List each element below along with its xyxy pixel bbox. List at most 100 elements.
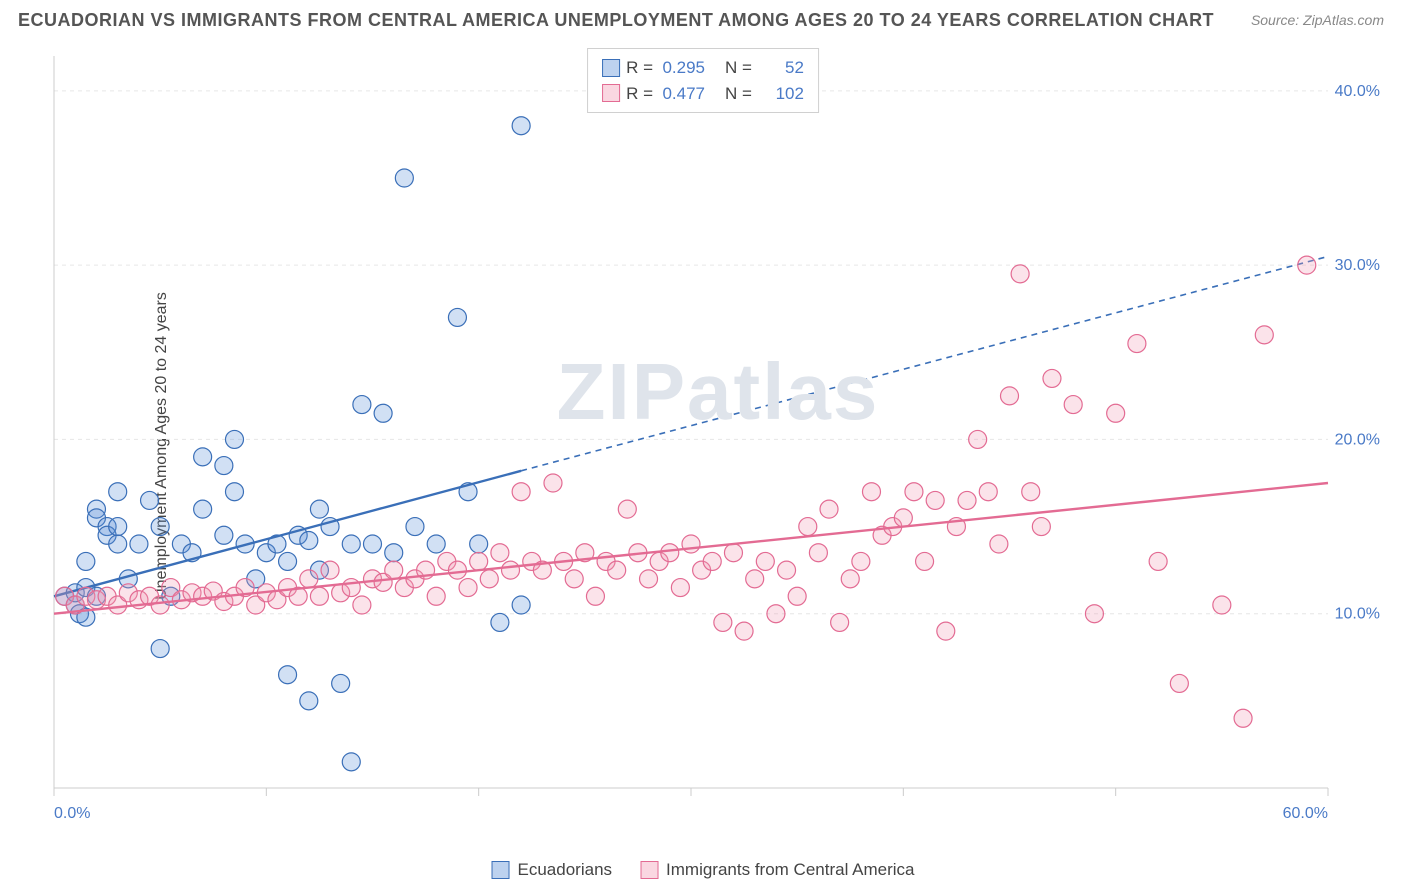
- data-point: [342, 535, 360, 553]
- data-point: [225, 430, 243, 448]
- legend-swatch: [640, 861, 658, 879]
- legend-r-value: 0.477: [659, 81, 705, 107]
- legend-r-label: R =: [626, 55, 653, 81]
- svg-text:10.0%: 10.0%: [1335, 606, 1380, 623]
- svg-text:40.0%: 40.0%: [1335, 83, 1380, 100]
- data-point: [852, 552, 870, 570]
- data-point: [905, 483, 923, 501]
- data-point: [427, 535, 445, 553]
- trend-line-extrapolated: [521, 256, 1328, 470]
- data-point: [735, 622, 753, 640]
- data-point: [470, 552, 488, 570]
- data-point: [831, 613, 849, 631]
- data-point: [300, 570, 318, 588]
- data-point: [342, 753, 360, 771]
- data-point: [586, 587, 604, 605]
- data-point: [130, 535, 148, 553]
- data-point: [746, 570, 764, 588]
- correlation-legend: R =0.295N =52R =0.477 N =102: [587, 48, 819, 113]
- legend-swatch: [602, 59, 620, 77]
- data-point: [300, 692, 318, 710]
- data-point: [724, 544, 742, 562]
- data-point: [1043, 369, 1061, 387]
- data-point: [1213, 596, 1231, 614]
- data-point: [969, 430, 987, 448]
- data-point: [353, 396, 371, 414]
- data-point: [958, 491, 976, 509]
- data-point: [1170, 674, 1188, 692]
- data-point: [459, 579, 477, 597]
- data-point: [1149, 552, 1167, 570]
- data-point: [990, 535, 1008, 553]
- legend-r-value: 0.295: [659, 55, 705, 81]
- data-point: [894, 509, 912, 527]
- data-point: [109, 535, 127, 553]
- svg-text:20.0%: 20.0%: [1335, 431, 1380, 448]
- legend-swatch: [602, 84, 620, 102]
- data-point: [937, 622, 955, 640]
- svg-text:30.0%: 30.0%: [1335, 257, 1380, 274]
- data-point: [544, 474, 562, 492]
- data-point: [1022, 483, 1040, 501]
- data-point: [310, 500, 328, 518]
- legend-n-label: N =: [725, 81, 752, 107]
- legend-n-value: 52: [758, 55, 804, 81]
- data-point: [618, 500, 636, 518]
- data-point: [109, 518, 127, 536]
- scatter-plot: 10.0%20.0%30.0%40.0%0.0%60.0% ZIPatlas: [48, 44, 1388, 834]
- data-point: [151, 640, 169, 658]
- legend-item: Ecuadorians: [492, 860, 613, 880]
- data-point: [427, 587, 445, 605]
- legend-n-value: 102: [758, 81, 804, 107]
- data-point: [194, 500, 212, 518]
- data-point: [215, 457, 233, 475]
- data-point: [788, 587, 806, 605]
- data-point: [767, 605, 785, 623]
- data-point: [512, 596, 530, 614]
- data-point: [470, 535, 488, 553]
- data-point: [448, 308, 466, 326]
- data-point: [640, 570, 658, 588]
- data-point: [1255, 326, 1273, 344]
- plot-svg: 10.0% 20.0% 30.0% 40.0% 0.0% 60.0%: [48, 44, 1388, 834]
- legend-row: R =0.477 N =102: [602, 81, 804, 107]
- data-point: [215, 526, 233, 544]
- data-point: [682, 535, 700, 553]
- legend-row: R =0.295N =52: [602, 55, 804, 81]
- data-point: [480, 570, 498, 588]
- data-point: [1085, 605, 1103, 623]
- data-point: [353, 596, 371, 614]
- data-point: [841, 570, 859, 588]
- data-point: [448, 561, 466, 579]
- data-point: [1001, 387, 1019, 405]
- data-point: [1298, 256, 1316, 274]
- svg-text:0.0%: 0.0%: [54, 805, 90, 822]
- data-point: [502, 561, 520, 579]
- data-point: [385, 544, 403, 562]
- data-point: [491, 544, 509, 562]
- data-point: [151, 518, 169, 536]
- data-point: [321, 561, 339, 579]
- source-attribution: Source: ZipAtlas.com: [1251, 12, 1384, 28]
- data-point: [1032, 518, 1050, 536]
- data-point: [820, 500, 838, 518]
- data-point: [300, 532, 318, 550]
- data-point: [225, 483, 243, 501]
- data-point: [374, 404, 392, 422]
- data-point: [714, 613, 732, 631]
- chart-title: ECUADORIAN VS IMMIGRANTS FROM CENTRAL AM…: [18, 10, 1214, 31]
- data-point: [491, 613, 509, 631]
- data-point: [1107, 404, 1125, 422]
- data-point: [141, 491, 159, 509]
- data-point: [109, 483, 127, 501]
- data-point: [756, 552, 774, 570]
- data-point: [77, 552, 95, 570]
- svg-text:60.0%: 60.0%: [1283, 805, 1328, 822]
- legend-r-label: R =: [626, 81, 653, 107]
- data-point: [1011, 265, 1029, 283]
- data-point: [364, 535, 382, 553]
- data-point: [406, 518, 424, 536]
- data-point: [279, 666, 297, 684]
- legend-series-label: Ecuadorians: [518, 860, 613, 880]
- data-point: [809, 544, 827, 562]
